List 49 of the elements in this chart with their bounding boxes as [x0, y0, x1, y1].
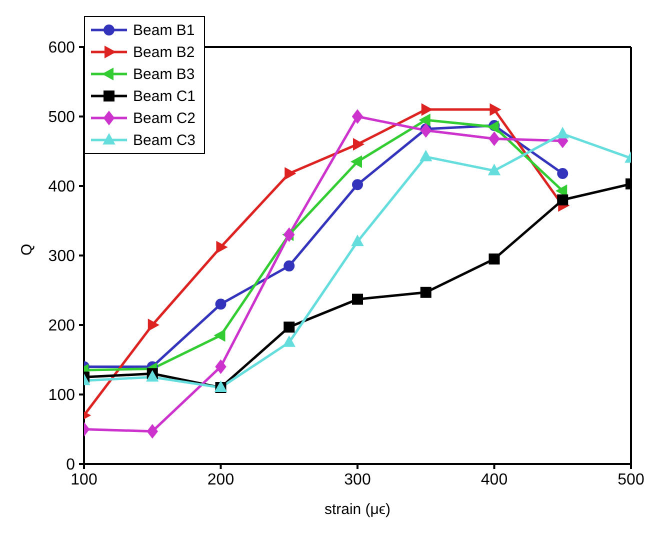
y-tick-label: 600	[48, 40, 76, 57]
point	[556, 127, 569, 138]
y-axis-title: Q	[18, 244, 36, 256]
point	[488, 253, 500, 264]
point	[488, 132, 500, 146]
x-tick-label: 400	[480, 471, 508, 488]
legend-label: Beam B2	[133, 44, 195, 60]
x-tick-label: 200	[207, 471, 234, 488]
point	[215, 298, 226, 310]
point	[420, 286, 432, 298]
point	[353, 138, 364, 150]
point	[352, 110, 363, 124]
point	[352, 235, 364, 246]
y-tick-label: 0	[66, 456, 76, 474]
y-tick-label: 500	[48, 109, 76, 126]
point	[421, 104, 432, 116]
point	[146, 424, 158, 438]
x-axis-title: strain (μϵ)	[324, 501, 391, 518]
point	[146, 370, 158, 382]
point	[419, 114, 430, 126]
point	[284, 260, 295, 272]
point	[283, 336, 296, 347]
y-tick-label: 300	[48, 248, 76, 266]
point	[284, 167, 296, 180]
point	[420, 123, 432, 138]
x-tick-label: 500	[618, 471, 644, 488]
legend-label: Beam C1	[133, 88, 196, 104]
point	[557, 168, 568, 179]
point	[488, 164, 500, 176]
y-tick-label: 100	[48, 387, 76, 404]
point	[214, 329, 226, 342]
point	[284, 322, 295, 333]
point	[557, 194, 568, 206]
y-tick-label: 200	[48, 318, 76, 335]
point	[148, 319, 159, 331]
point	[352, 179, 363, 190]
legend-label: Beam B3	[133, 66, 195, 82]
point	[490, 104, 501, 116]
x-tick-label: 300	[344, 471, 371, 488]
legend-label: Beam C3	[133, 132, 196, 148]
y-tick-label: 400	[48, 178, 76, 196]
point	[352, 294, 363, 305]
point	[216, 241, 228, 254]
x-tick-label: 100	[70, 471, 98, 488]
point	[215, 360, 226, 374]
legend-label: Beam B1	[133, 22, 195, 38]
point	[351, 156, 362, 168]
legend-label: Beam C2	[133, 110, 196, 126]
point	[420, 150, 432, 162]
